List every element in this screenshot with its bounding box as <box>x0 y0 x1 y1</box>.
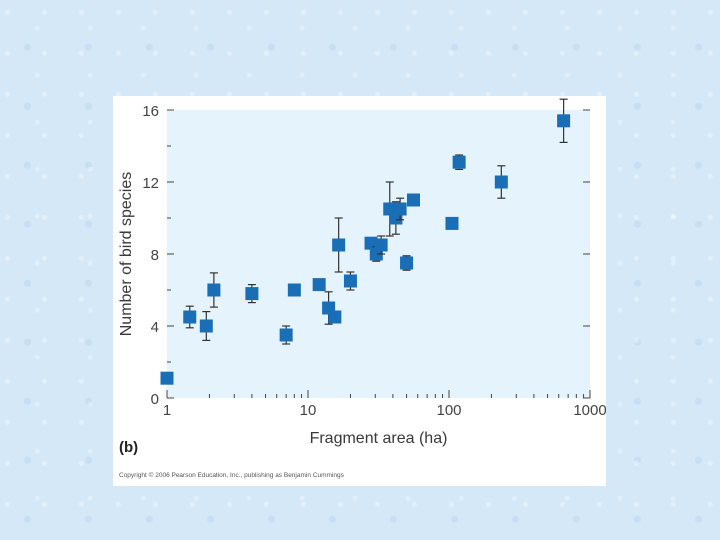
data-point <box>557 114 571 128</box>
scatter-chart: 0 4 8 12 16 1 10 100 1000 Fragment area (ha) Num… <box>118 98 606 447</box>
data-point <box>406 193 420 207</box>
x-axis-label: Fragment area (ha) <box>310 430 448 447</box>
data-point <box>393 202 407 216</box>
x-tick-label: 10 <box>300 402 317 419</box>
data-point <box>287 283 301 297</box>
copyright-notice: Copyright © 2006 Pearson Education, Inc.… <box>119 472 344 479</box>
y-tick-label: 16 <box>142 103 159 120</box>
data-point <box>494 175 508 189</box>
y-tick-label: 12 <box>142 175 159 192</box>
y-tick-label: 8 <box>151 247 159 264</box>
data-point <box>245 287 259 301</box>
data-point <box>445 216 459 230</box>
data-point <box>279 328 293 342</box>
x-tick-label: 1 <box>163 402 171 419</box>
data-point <box>328 310 342 324</box>
data-point <box>207 283 221 297</box>
data-point <box>312 278 326 292</box>
y-axis-label: Number of bird species <box>118 172 135 337</box>
data-point <box>374 238 388 252</box>
y-tick-label: 0 <box>151 391 159 408</box>
data-point <box>183 310 197 324</box>
panel-label: (b) <box>119 439 139 456</box>
figure-panel: 0 4 8 12 16 1 10 100 1000 Fragment area (ha) Num… <box>113 96 606 486</box>
data-point <box>343 274 357 288</box>
data-point <box>400 256 414 270</box>
y-tick-label: 4 <box>151 319 159 336</box>
data-point <box>199 319 213 333</box>
data-point <box>452 155 466 169</box>
data-point <box>332 238 346 252</box>
data-point <box>160 371 174 385</box>
x-tick-label: 100 <box>436 402 461 419</box>
x-tick-label: 1000 <box>573 402 606 419</box>
